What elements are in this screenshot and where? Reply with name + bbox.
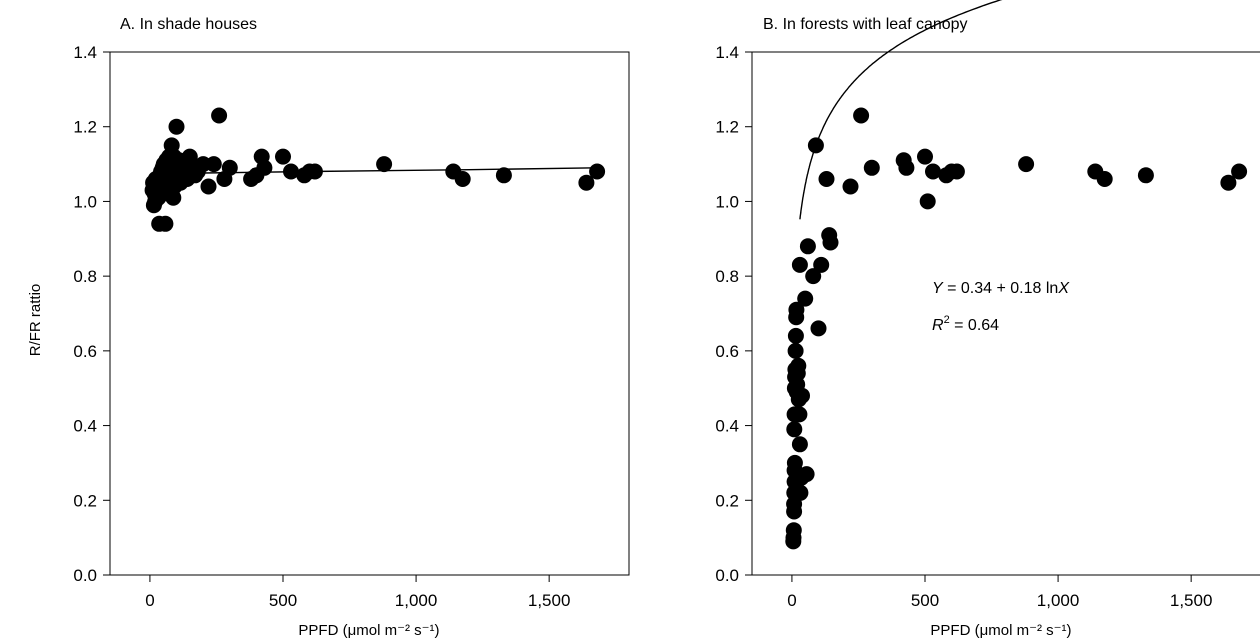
panel-b-x-axis-title: PPFD (μmol m⁻² s⁻¹) [930,622,1071,639]
panel-b-x-tick-label: 500 [911,591,939,610]
panel-b-data-point [853,107,870,124]
panel-b-data-point [807,137,824,154]
panel-a: A. In shade houses 0.0 0.2 0.4 0.6 0.8 1.0 1.2… [73,16,630,639]
panel-b-data-point [1137,167,1154,184]
panel-b-y-tick-label: 1.0 [715,192,739,211]
panel-a-y-tick-label: 1.0 [73,192,97,211]
panel-a-data-point [205,156,222,173]
panel-a-x-tick-label: 1,500 [528,591,571,610]
r-squared-sup: 2 [944,314,950,326]
equation-body: = 0.34 + 0.18 ln [943,280,1059,297]
panel-a-data-point [168,118,185,135]
panel-b-y-tick-label: 1.4 [715,43,739,62]
panel-b-data-point [1231,163,1248,180]
panel-a-y-ticks: 0.0 0.2 0.4 0.6 0.8 1.0 1.2 1.4 [73,43,110,585]
panel-a-y-tick-label: 0.8 [73,267,97,286]
panel-b-data-point [1096,171,1113,187]
panel-b-data-point [797,290,814,307]
panel-a-y-tick-label: 0.6 [73,342,97,361]
panel-a-data-point [495,167,512,184]
panel-a-data-point [283,163,299,180]
panel-b-x-ticks: 0 500 1,000 1,500 [787,575,1212,610]
panel-b-data-point [798,466,815,483]
panel-b-data-point [792,484,809,501]
panel-b-r-squared: R2 = 0.64 [932,314,999,334]
r-squared-var: R [932,317,944,334]
panel-b-y-ticks: 0.0 0.2 0.4 0.6 0.8 1.0 1.2 1.4 [715,43,752,585]
panel-a-x-ticks: 0 500 1,000 1,500 [145,575,570,610]
panel-b-data-point [898,159,915,176]
panel-b-data-point [810,320,827,337]
panel-a-y-tick-label: 0.2 [73,491,97,510]
panel-b-data-point [822,234,839,251]
panel-b-data-point [791,406,808,423]
panel-b-data-point [786,421,803,438]
panel-a-y-tick-label: 1.2 [73,118,97,137]
panel-b-title: B. In forests with leaf canopy [763,16,968,33]
panel-b-data-point [813,256,830,273]
panel-b-data-point [925,163,941,180]
equation-y-var: Y [932,280,944,297]
panel-a-data-point [221,159,238,176]
panel-b-data-point [791,436,808,453]
panel-a-data-point [578,174,595,191]
panel-a-data-point [200,178,217,195]
panel-a-data-point [306,163,323,180]
panel-a-data-point [211,107,228,124]
panel-b-data-point [1220,174,1237,191]
panel-b-x-tick-label: 0 [787,591,796,610]
panel-b-data-point [791,256,808,273]
panel-b-plot-frame [751,51,1260,576]
panel-b-data-point [786,454,803,471]
panel-b-data-point [919,193,936,210]
panel-b: B. In forests with leaf canopy 0.0 0.2 0.4… [715,0,1260,639]
panel-b-y-tick-label: 0.8 [715,267,739,286]
panel-b-data-point [1018,156,1035,173]
panel-a-x-tick-label: 1,000 [395,591,438,610]
panel-b-data-point [948,163,965,180]
panel-b-y-tick-label: 1.2 [715,118,739,137]
panel-a-y-tick-label: 0.4 [73,417,97,436]
panel-b-data-point [863,159,880,176]
panel-b-data-point [818,171,835,187]
panel-a-x-axis-title: PPFD (μmol m⁻² s⁻¹) [298,622,439,639]
panel-b-x-tick-label: 1,500 [1170,591,1213,610]
panel-b-y-tick-label: 0.0 [715,566,739,585]
panel-b-y-tick-label: 0.6 [715,342,739,361]
panel-b-regression-equation: Y = 0.34 + 0.18 lnX [932,280,1070,297]
panel-a-y-tick-label: 1.4 [73,43,97,62]
panel-b-y-tick-label: 0.4 [715,417,739,436]
panel-b-fit-curve [799,0,1003,220]
panel-b-data-point [842,178,859,195]
panel-b-data-point [794,387,810,404]
r-squared-value: = 0.64 [950,317,999,334]
panel-a-data-point [376,156,393,173]
panel-b-data-point [787,342,804,359]
panel-a-x-tick-label: 0 [145,591,154,610]
panel-a-data-point [256,159,273,176]
panel-b-data-point [790,357,807,374]
panel-b-data-point [788,301,805,318]
panel-a-x-tick-label: 500 [269,591,297,610]
panel-a-y-tick-label: 0.0 [73,566,97,585]
panel-a-data-point [157,215,174,232]
shared-y-axis-title: R/FR rattio [27,284,44,357]
panel-a-points [144,107,606,232]
panel-b-data-point [917,148,933,165]
panel-a-title: A. In shade houses [120,16,257,33]
panel-a-data-point [454,171,471,187]
panel-b-data-point [799,238,816,255]
panel-a-plot-frame [109,51,630,576]
panel-b-data-point [787,327,804,344]
panel-a-data-point [275,148,291,165]
panel-b-x-tick-label: 1,000 [1037,591,1080,610]
panel-b-y-tick-label: 0.2 [715,491,739,510]
equation-x-var: X [1057,280,1070,297]
panel-b-data-point [785,522,802,539]
panel-b-points [785,107,1248,550]
panel-a-data-point [589,163,606,180]
panel-b-data-point [805,268,822,285]
